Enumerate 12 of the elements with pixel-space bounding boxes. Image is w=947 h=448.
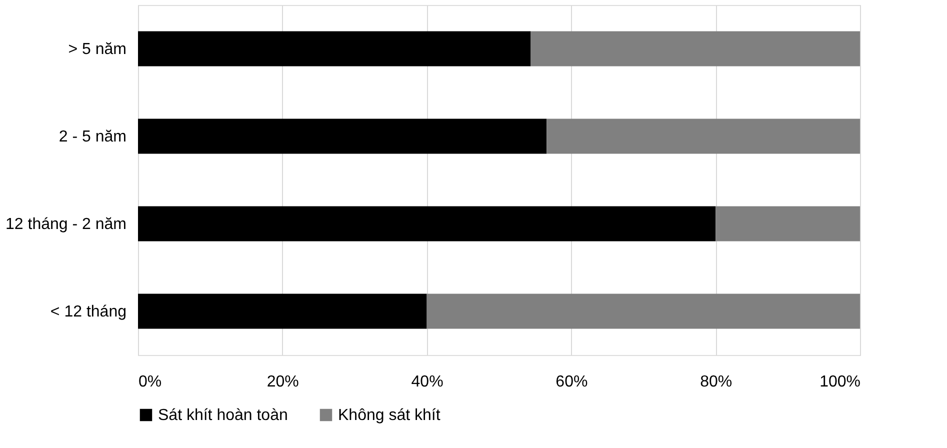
legend-label: Không sát khít [338, 407, 441, 424]
x-tick-label: 20% [266, 374, 299, 390]
x-tick-label: 60% [556, 374, 588, 390]
legend-label: Sát khít hoàn toàn [158, 407, 288, 424]
y-tick-label: > 5 năm [68, 40, 126, 58]
x-tick-label: 80% [700, 374, 732, 390]
x-tick-label: 40% [411, 374, 444, 390]
y-tick-label: < 12 tháng [50, 303, 126, 320]
x-tick-label: 0% [138, 374, 162, 390]
y-tick-label: 2 - 5 năm [58, 128, 126, 146]
x-tick-label: 100% [820, 374, 860, 390]
y-tick-label: 12 tháng - 2 năm [6, 216, 126, 233]
